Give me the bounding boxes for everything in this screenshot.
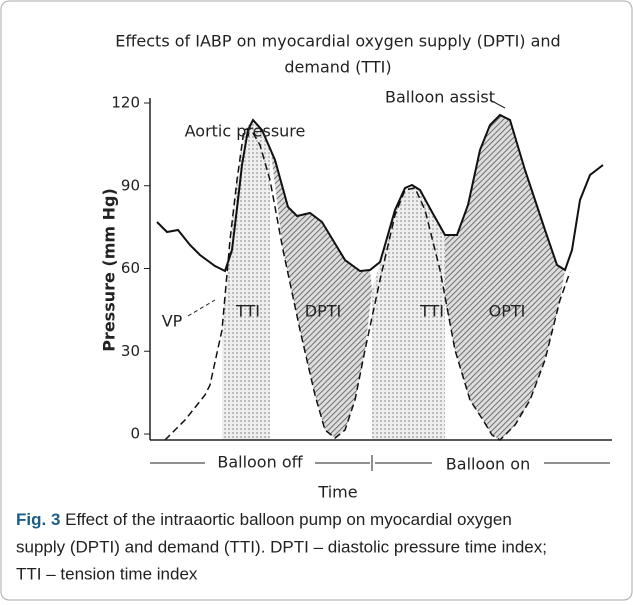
caption-line: supply (DPTI) and demand (TTI). DPTI – d… bbox=[16, 537, 547, 556]
tti-area bbox=[222, 120, 270, 440]
phase-label: Balloon off bbox=[217, 453, 303, 472]
annotation: Aortic pressure bbox=[185, 122, 306, 141]
phase-label: Balloon on bbox=[446, 455, 530, 474]
y-axis-label: Pressure (mm Hg) bbox=[100, 188, 119, 352]
annotation: TTI bbox=[419, 302, 444, 321]
y-tick-label: 0 bbox=[130, 425, 140, 443]
title-line: Effects of IABP on myocardial oxygen sup… bbox=[115, 32, 560, 51]
leader bbox=[187, 299, 216, 317]
y-tick-label: 60 bbox=[121, 259, 140, 277]
annotation: Balloon assist bbox=[385, 88, 495, 107]
caption-label: Fig. 3 bbox=[16, 510, 60, 529]
y-tick-label: 30 bbox=[121, 342, 140, 360]
annotation: OPTI bbox=[489, 302, 526, 321]
caption-text: Effect of the intraaortic balloon pump o… bbox=[60, 510, 511, 529]
label-bg bbox=[205, 452, 315, 474]
leader bbox=[489, 99, 506, 109]
tti-area bbox=[372, 185, 445, 440]
label-bg bbox=[432, 452, 544, 474]
caption-line: TTI – tension time index bbox=[16, 564, 198, 583]
y-tick-label: 120 bbox=[111, 94, 140, 112]
y-tick-label: 90 bbox=[121, 176, 140, 194]
aortic-pressure-curve bbox=[156, 113, 604, 273]
caption-line: Fig. 3 Effect of the intraaortic balloon… bbox=[16, 510, 512, 529]
annotation: TTI bbox=[235, 302, 260, 321]
annotation: DPTI bbox=[305, 302, 341, 321]
annotation: VP bbox=[162, 312, 183, 331]
x-axis-label: Time bbox=[317, 483, 357, 502]
opti-area bbox=[445, 115, 565, 440]
ventricular-pressure-curve bbox=[164, 127, 571, 441]
title-line: demand (TTI) bbox=[284, 58, 391, 77]
dpti-area bbox=[270, 145, 372, 438]
